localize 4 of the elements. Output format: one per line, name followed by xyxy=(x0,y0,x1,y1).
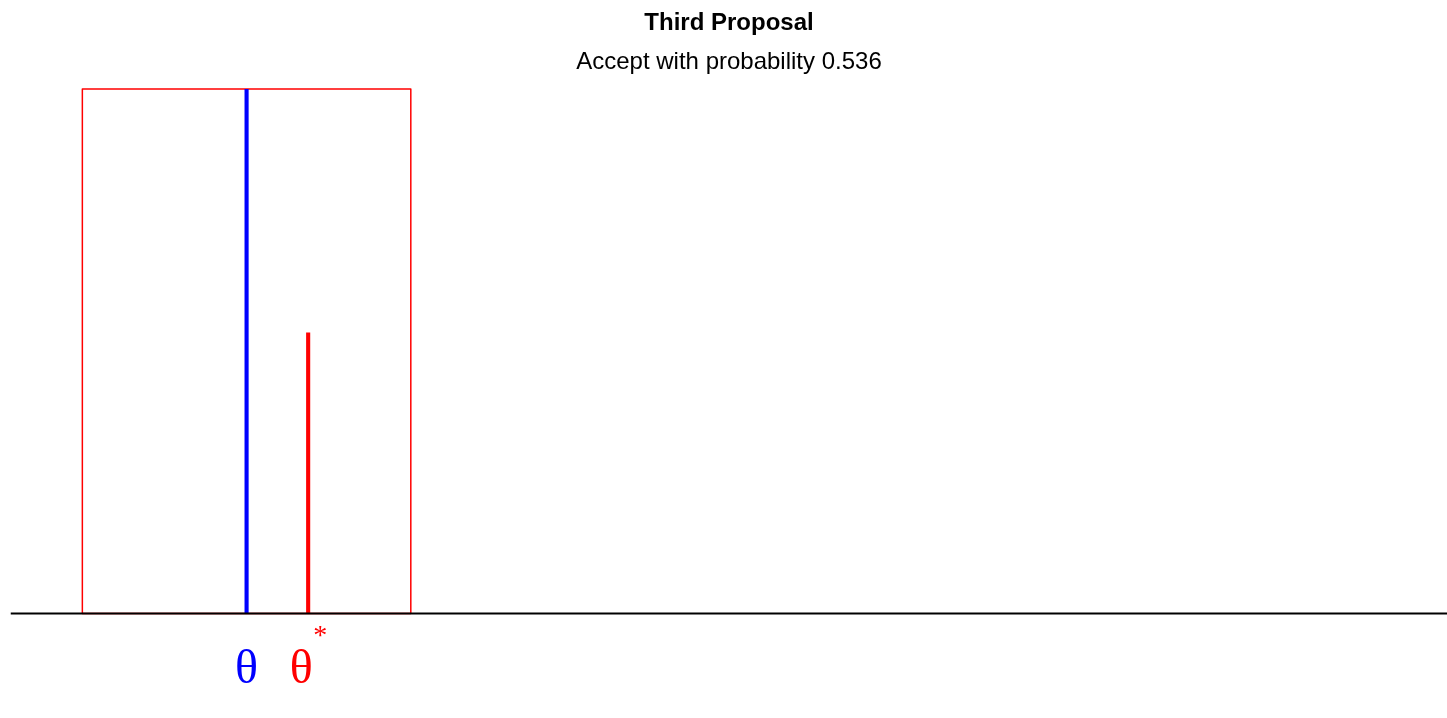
x-tick-label: θ xyxy=(235,639,259,693)
chart-subtitle: Accept with probability 0.536 xyxy=(576,46,882,74)
chart-title: Third Proposal xyxy=(644,7,814,35)
x-tick-label: θ* xyxy=(289,619,328,693)
